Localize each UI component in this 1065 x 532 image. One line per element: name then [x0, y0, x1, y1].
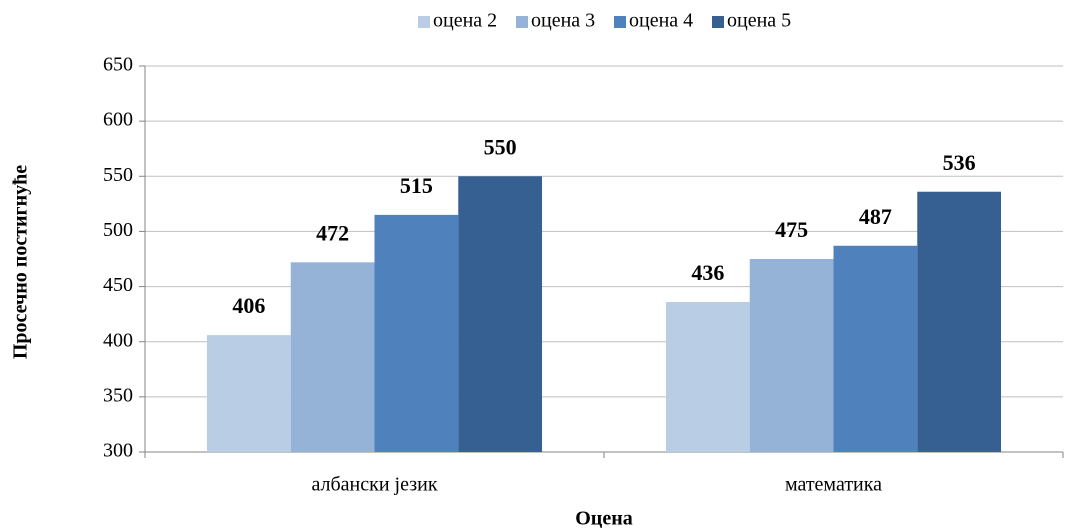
bar: [665, 302, 750, 452]
bar: [833, 245, 918, 452]
legend-label: оцена 4: [629, 10, 693, 32]
legend-swatch: [712, 16, 724, 28]
y-tick-label: 450: [103, 274, 133, 296]
legend-label: оцена 3: [531, 10, 595, 32]
bar: [749, 259, 834, 452]
value-label: 472: [316, 220, 349, 245]
y-tick-label: 600: [103, 109, 133, 131]
legend-label: оцена 2: [433, 10, 497, 32]
y-tick-label: 650: [103, 54, 133, 76]
y-tick-label: 400: [103, 329, 133, 351]
x-tick-label: математика: [785, 474, 882, 496]
legend-swatch: [614, 16, 626, 28]
y-tick-label: 300: [103, 440, 133, 462]
bar: [290, 262, 375, 452]
legend-swatch: [516, 16, 528, 28]
x-tick-label: албански језик: [311, 474, 437, 496]
bar: [458, 176, 543, 453]
y-tick-label: 550: [103, 164, 133, 186]
value-label: 406: [232, 293, 265, 318]
value-label: 536: [943, 150, 976, 175]
x-axis-label: Оцена: [575, 508, 632, 530]
y-tick-label: 350: [103, 384, 133, 406]
legend-swatch: [418, 16, 430, 28]
value-label: 475: [775, 217, 808, 242]
bar: [374, 214, 459, 452]
y-axis-label: Просечно постигнуће: [10, 165, 32, 359]
value-label: 487: [859, 204, 892, 229]
value-label: 436: [691, 260, 724, 285]
bar: [206, 335, 291, 452]
y-tick-label: 500: [103, 219, 133, 241]
legend-label: оцена 5: [727, 10, 791, 32]
bar: [917, 191, 1002, 452]
value-label: 550: [484, 134, 517, 159]
value-label: 515: [400, 173, 433, 198]
